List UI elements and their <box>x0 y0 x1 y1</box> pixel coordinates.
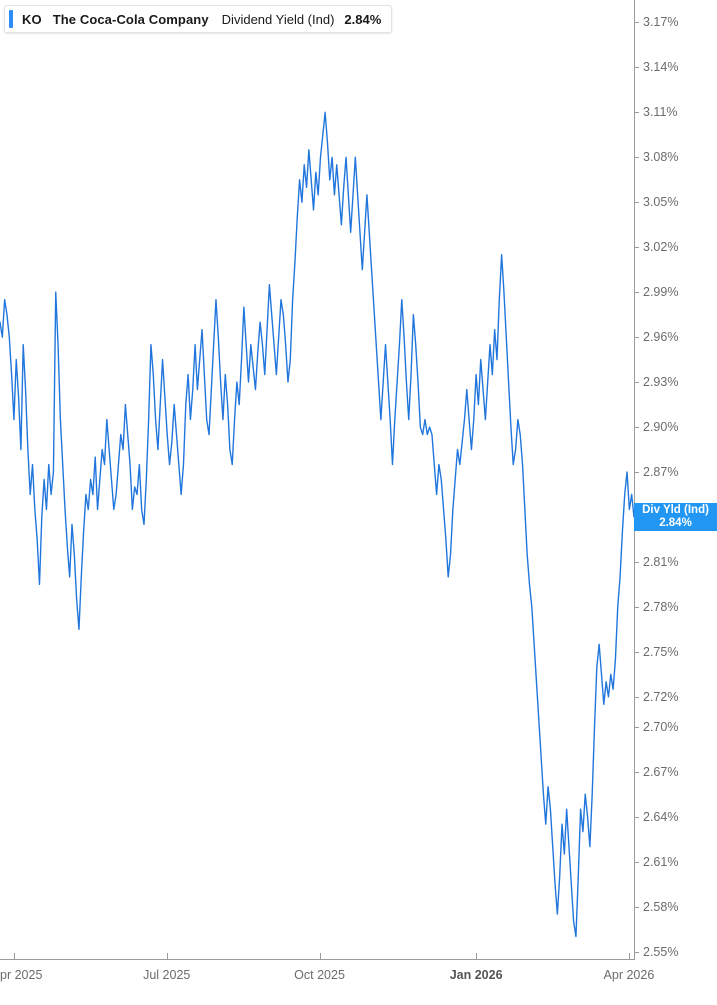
legend-ticker: KO <box>22 11 42 27</box>
y-axis-tick <box>634 561 639 563</box>
y-axis-tick <box>634 606 639 608</box>
y-axis-line <box>634 0 635 960</box>
y-axis-label: 2.93% <box>643 375 679 390</box>
y-axis-label: 2.58% <box>643 899 679 914</box>
x-axis-tick <box>319 953 321 960</box>
legend-metric-label: Dividend Yield (Ind) <box>221 11 335 27</box>
y-axis-tick <box>634 112 639 114</box>
x-axis-tick <box>476 953 478 960</box>
y-axis-tick <box>634 771 639 773</box>
current-value-badge[interactable]: Div Yld (Ind) 2.84% <box>634 502 717 531</box>
legend-color-swatch <box>9 10 13 28</box>
x-axis-label: pr 2025 <box>0 968 43 982</box>
current-value-label: Div Yld (Ind) <box>642 504 709 517</box>
y-axis-label: 2.70% <box>643 719 679 734</box>
y-axis-label: 2.87% <box>643 465 679 479</box>
y-axis-label: 2.55% <box>643 944 679 959</box>
current-value-amount: 2.84% <box>659 516 692 529</box>
x-axis-label: Jan 2026 <box>449 968 503 982</box>
x-axis-label: Oct 2025 <box>294 968 345 982</box>
y-axis-tick <box>634 202 639 204</box>
y-axis-label: 2.72% <box>643 689 679 704</box>
x-axis-tick <box>166 953 168 960</box>
y-axis-label: 2.99% <box>643 285 679 300</box>
y-axis-label: 3.14% <box>643 60 679 75</box>
y-axis-label: 2.61% <box>643 854 679 869</box>
y-axis-label: 3.11% <box>643 105 678 120</box>
y-axis-label: 2.81% <box>643 554 679 569</box>
chart-legend[interactable]: KO The Coca-Cola Company Dividend Yield … <box>4 5 393 33</box>
legend-metric-value: 2.84% <box>344 11 382 27</box>
y-axis-label: 2.78% <box>643 599 679 614</box>
y-axis-tick <box>634 67 639 69</box>
y-axis-tick <box>634 382 639 384</box>
y-axis-label: 2.90% <box>643 420 679 435</box>
y-axis-tick <box>634 726 639 728</box>
y-axis-tick <box>634 651 639 653</box>
y-axis-tick <box>634 861 639 863</box>
y-axis-label: 2.75% <box>643 644 679 659</box>
x-axis-line <box>0 959 635 960</box>
y-axis-tick <box>634 22 639 24</box>
x-axis-tick <box>13 953 15 960</box>
y-axis-tick <box>634 427 639 429</box>
y-axis-label: 2.96% <box>643 330 679 345</box>
y-axis-tick <box>634 472 639 473</box>
y-axis-tick <box>634 247 639 249</box>
legend-company-name: The Coca-Cola Company <box>52 11 209 27</box>
x-axis-label: Jul 2025 <box>143 968 191 982</box>
y-axis-label: 3.08% <box>643 150 679 165</box>
y-axis-label: 2.64% <box>643 809 679 824</box>
y-axis-label: 3.02% <box>643 240 679 255</box>
y-axis-label: 2.67% <box>643 764 679 779</box>
y-axis-label: 3.05% <box>643 195 679 210</box>
y-axis-tick <box>634 157 639 159</box>
y-axis-tick <box>634 816 639 818</box>
y-axis-tick <box>634 951 639 953</box>
y-axis-tick <box>634 696 639 698</box>
series-line-div-yield <box>0 111 635 938</box>
x-axis-tick <box>628 953 630 960</box>
y-axis-tick <box>634 337 639 339</box>
x-axis-label: Apr 2026 <box>603 968 655 982</box>
y-axis-label: 3.17% <box>643 15 679 30</box>
y-axis-tick <box>634 906 639 908</box>
y-axis-tick <box>634 292 639 294</box>
